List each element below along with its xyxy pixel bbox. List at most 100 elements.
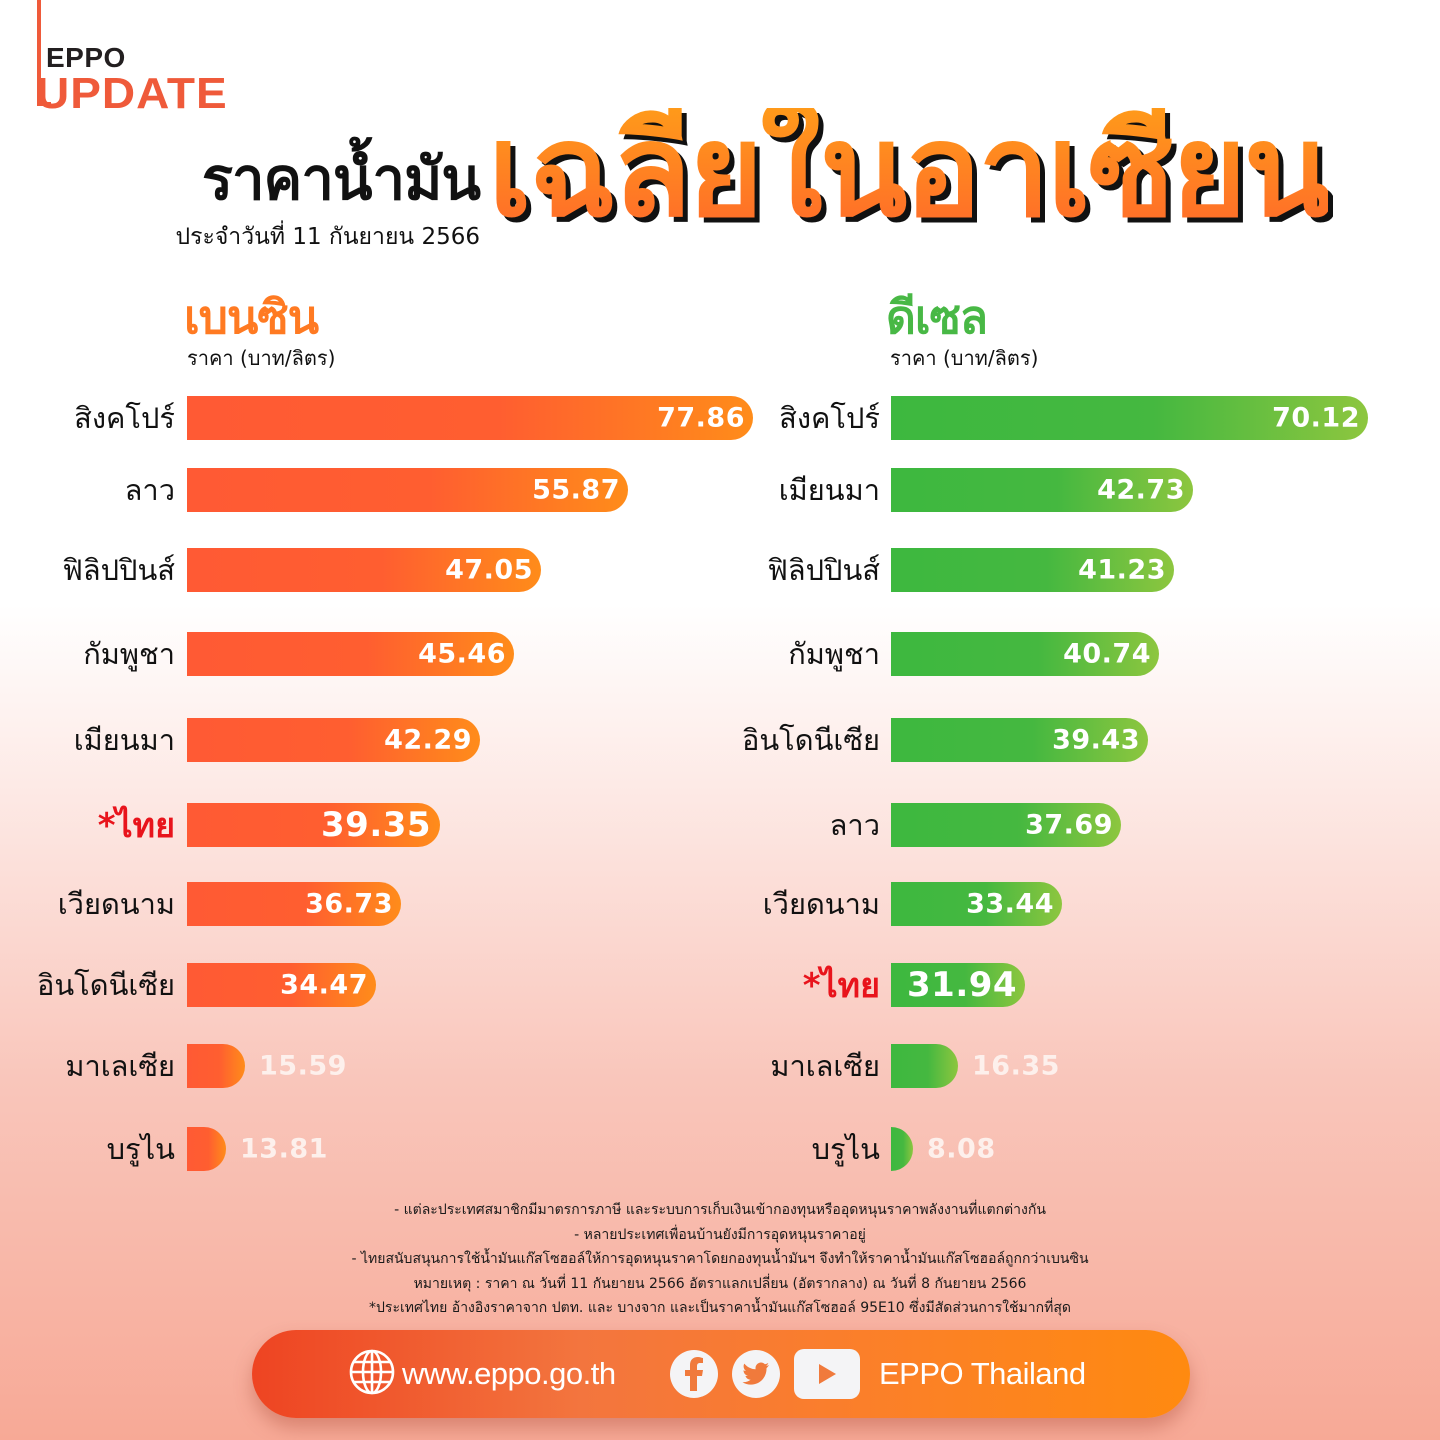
footnote: *ประเทศไทย อ้างอิงราคาจาก ปตท. และ บางจา… — [369, 1300, 1071, 1316]
price-value: 13.81 — [240, 1133, 328, 1165]
price-bar: 41.23 — [891, 548, 1174, 592]
price-bar: 31.94 — [891, 963, 1025, 1007]
price-bar — [891, 1044, 958, 1088]
bar-row: บรูไน 8.08 — [0, 1127, 1440, 1171]
page-title-highlight: เฉลี่ยในอาเซียน — [488, 97, 1331, 246]
bar-row: อินโดนีเซีย 34.47 — [0, 963, 1440, 1007]
bar-row: ฟิลิปปินส์ 47.05 — [0, 548, 1440, 592]
country-label: ฟิลิปปินส์ — [62, 553, 175, 587]
price-bar: 34.47 — [187, 963, 376, 1007]
bar-row: สิงคโปร์ 77.86 — [0, 396, 1440, 440]
logo-accent-foot — [37, 102, 51, 106]
price-bar: 36.73 — [187, 882, 401, 926]
price-value: 47.05 — [445, 554, 533, 586]
footnote: - ไทยสนับสนุนการใช้น้ำมันแก๊สโซฮอล์ให้กา… — [351, 1251, 1089, 1267]
price-value: 33.44 — [966, 888, 1054, 920]
footnote: - หลายประเทศเพื่อนบ้านยังมีการอุดหนุนราค… — [574, 1226, 866, 1243]
bar-row: กัมพูชา 40.74 — [0, 632, 1440, 676]
country-label: มาเลเซีย — [65, 1049, 175, 1083]
price-value: 8.08 — [927, 1133, 996, 1165]
price-value: 39.43 — [1052, 724, 1140, 756]
facebook-icon[interactable] — [670, 1350, 718, 1398]
website-link[interactable]: www.eppo.go.th — [402, 1356, 616, 1391]
bar-row: เมียนมา 42.29 — [0, 718, 1440, 762]
price-bar: 47.05 — [187, 548, 541, 592]
footer-bar: www.eppo.go.th EPPO Thailand — [252, 1330, 1190, 1418]
bar-row: มาเลเซีย 15.59 — [0, 1044, 1440, 1088]
price-bar: 45.46 — [187, 632, 514, 676]
price-bar: 55.87 — [187, 468, 628, 512]
social-account-name[interactable]: EPPO Thailand — [879, 1356, 1086, 1391]
bar-row: บรูไน 13.81 — [0, 1127, 1440, 1171]
price-value: 34.47 — [280, 969, 368, 1001]
bar-row: มาเลเซีย 16.35 — [0, 1044, 1440, 1088]
price-value: 42.29 — [384, 724, 472, 756]
price-value: 15.59 — [259, 1050, 347, 1082]
bar-row: อินโดนีเซีย 39.43 — [0, 718, 1440, 762]
price-bar: 42.73 — [891, 468, 1193, 512]
youtube-icon[interactable] — [794, 1349, 860, 1399]
country-label: สิงคโปร์ — [779, 401, 880, 435]
country-label: เวียดนาม — [57, 887, 175, 921]
bar-row: ฟิลิปปินส์ 41.23 — [0, 548, 1440, 592]
logo-accent-line — [37, 0, 41, 106]
gasoline-section-title: เบนซิน — [184, 290, 319, 344]
price-value: 31.94 — [907, 965, 1018, 1005]
country-label: ลาว — [829, 808, 880, 842]
country-label: *ไทย — [802, 966, 880, 1006]
price-value: 70.12 — [1272, 402, 1360, 434]
bar-row: ลาว 55.87 — [0, 468, 1440, 512]
bar-row: ลาว 37.69 — [0, 803, 1440, 847]
price-bar — [187, 1127, 226, 1171]
footnote: - แต่ละประเทศสมาชิกมีมาตรการภาษี และระบบ… — [394, 1202, 1046, 1218]
country-label: กัมพูชา — [83, 637, 175, 671]
bar-row: เวียดนาม 33.44 — [0, 882, 1440, 926]
price-value: 36.73 — [305, 888, 393, 920]
country-label: บรูไน — [811, 1132, 880, 1166]
country-label: *ไทย — [97, 806, 175, 846]
bar-row: *ไทย 39.35 — [0, 803, 1440, 847]
country-label: บรูไน — [106, 1132, 175, 1166]
country-label: สิงคโปร์ — [74, 401, 175, 435]
price-value: 55.87 — [532, 474, 620, 506]
page-title: ราคาน้ำมัน — [201, 145, 481, 213]
price-bar — [187, 1044, 245, 1088]
bar-row: สิงคโปร์ 70.12 — [0, 396, 1440, 440]
price-bar — [891, 1127, 913, 1171]
footnotes: - แต่ละประเทศสมาชิกมีมาตรการภาษี และระบบ… — [0, 1198, 1440, 1321]
price-value: 42.73 — [1097, 474, 1185, 506]
country-label: ลาว — [124, 473, 175, 507]
price-bar: 70.12 — [891, 396, 1368, 440]
page-date: ประจำวันที่ 11 กันยายน 2566 — [175, 224, 480, 250]
price-value: 40.74 — [1063, 638, 1151, 670]
price-value: 16.35 — [972, 1050, 1060, 1082]
country-label: เมียนมา — [778, 473, 880, 507]
globe-icon — [348, 1348, 396, 1400]
bar-row: เวียดนาม 36.73 — [0, 882, 1440, 926]
country-label: กัมพูชา — [788, 637, 880, 671]
price-value: 41.23 — [1078, 554, 1166, 586]
diesel-unit-label: ราคา (บาท/ลิตร) — [890, 346, 1039, 370]
country-label: เมียนมา — [73, 723, 175, 757]
country-label: อินโดนีเซีย — [741, 723, 880, 757]
country-label: เวียดนาม — [762, 887, 880, 921]
logo-update-text: UPDATE — [36, 68, 228, 118]
price-value: 39.35 — [321, 805, 432, 845]
price-bar: 37.69 — [891, 803, 1121, 847]
footnote: หมายเหตุ : ราคา ณ วันที่ 11 กันยายน 2566… — [413, 1275, 1027, 1292]
price-bar: 39.35 — [187, 803, 440, 847]
twitter-icon[interactable] — [732, 1350, 780, 1398]
price-bar: 39.43 — [891, 718, 1148, 762]
diesel-section-title: ดีเซล — [886, 290, 988, 344]
country-label: มาเลเซีย — [770, 1049, 880, 1083]
bar-row: *ไทย 31.94 — [0, 963, 1440, 1007]
country-label: อินโดนีเซีย — [36, 968, 175, 1002]
country-label: ฟิลิปปินส์ — [767, 553, 880, 587]
bar-row: เมียนมา 42.73 — [0, 468, 1440, 512]
gasoline-unit-label: ราคา (บาท/ลิตร) — [187, 346, 336, 370]
price-bar: 40.74 — [891, 632, 1159, 676]
price-value: 37.69 — [1025, 809, 1113, 841]
price-value: 45.46 — [418, 638, 506, 670]
bar-row: กัมพูชา 45.46 — [0, 632, 1440, 676]
price-bar: 77.86 — [187, 396, 753, 440]
